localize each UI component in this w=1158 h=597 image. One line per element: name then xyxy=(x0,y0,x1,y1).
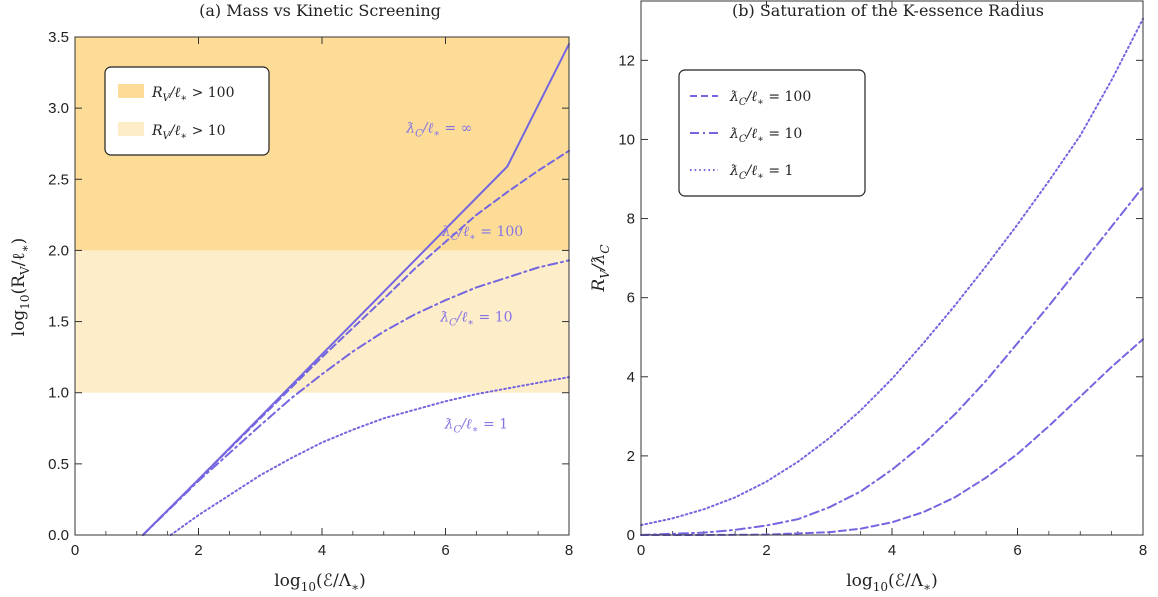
y-tick-label: 2.5 xyxy=(48,171,69,188)
series-line-dashdot xyxy=(640,185,1144,536)
panel-a-legend-box xyxy=(104,66,270,156)
y-tick-label: 4 xyxy=(627,369,635,386)
panel-a-frame xyxy=(74,36,570,536)
x-tick-label: 4 xyxy=(318,542,326,559)
panel-a-xlabel: log10(ℰ/Λ∗) xyxy=(274,571,366,594)
x-tick-label: 8 xyxy=(565,542,573,559)
y-tick-label: 0.5 xyxy=(48,456,69,473)
y-tick-label: 6 xyxy=(627,290,635,307)
x-tick-label: 4 xyxy=(888,542,896,559)
panel-b: (b) Saturation of the K-essence Radius 0… xyxy=(589,0,1147,594)
legend-label-band-10: RV/ℓ∗ > 10 xyxy=(151,123,226,142)
legend-swatch-band-10 xyxy=(118,122,144,136)
x-tick-label: 2 xyxy=(762,542,770,559)
series-line-dashed xyxy=(640,338,1144,536)
y-tick-label: 3.0 xyxy=(48,100,69,117)
y-tick-label: 8 xyxy=(627,211,635,228)
series-line-dashdot xyxy=(141,259,570,536)
panel-b-xlabel: log10(ℰ/Λ∗) xyxy=(846,571,938,594)
curve-annotation-3: ƛC/ℓ∗ = 1 xyxy=(444,416,508,435)
series-line-dotted xyxy=(640,17,1144,527)
y-tick-label: 1.0 xyxy=(48,385,69,402)
curve-annotation-0: ƛC/ℓ∗ = ∞ xyxy=(405,120,472,139)
y-tick-label: 0 xyxy=(627,527,635,544)
panel-b-ylabel: RV/ƛC xyxy=(589,244,612,292)
x-tick-label: 2 xyxy=(194,542,202,559)
series-line-dashed xyxy=(141,149,570,536)
panel-b-legend: ƛC/ℓ∗ = 100 ƛC/ℓ∗ = 10 ƛC/ℓ∗ = 1 xyxy=(678,69,866,197)
x-tick-label: 6 xyxy=(1013,542,1021,559)
x-tick-label: 0 xyxy=(637,542,645,559)
legend-label-band-100: RV/ℓ∗ > 100 xyxy=(151,85,235,104)
y-tick-label: 2 xyxy=(627,448,635,465)
legend-label-dashdot: ƛC/ℓ∗ = 10 xyxy=(729,126,802,145)
y-tick-label: 1.5 xyxy=(48,314,69,331)
y-tick-label: 0.0 xyxy=(48,527,69,544)
y-tick-label: 3.5 xyxy=(48,29,69,46)
panel-a-ylabel: log10(RV/ℓ∗) xyxy=(9,238,32,337)
x-tick-label: 6 xyxy=(441,542,449,559)
legend-swatch-band-100 xyxy=(118,84,144,98)
y-tick-label: 10 xyxy=(618,131,635,148)
series-line-dotted xyxy=(169,376,570,536)
panel-a-title: (a) Mass vs Kinetic Screening xyxy=(199,1,441,20)
x-tick-label: 8 xyxy=(1139,542,1147,559)
y-tick-label: 12 xyxy=(618,52,635,69)
shaded-band-1 xyxy=(75,250,569,393)
panel-b-frame xyxy=(640,0,1144,536)
x-tick-label: 0 xyxy=(71,542,79,559)
curve-annotation-2: ƛC/ℓ∗ = 10 xyxy=(439,310,512,329)
panel-b-legend-box xyxy=(678,69,866,197)
legend-label-dotted: ƛC/ℓ∗ = 1 xyxy=(729,163,793,182)
panel-a: (a) Mass vs Kinetic Screening 0 2 4 6 8 0.0 0.… xyxy=(9,1,573,594)
y-tick-label: 2.0 xyxy=(48,242,69,259)
curve-annotation-1: ƛC/ℓ∗ = 100 xyxy=(441,224,523,243)
legend-label-dashed: ƛC/ℓ∗ = 100 xyxy=(729,89,811,108)
panel-b-title: (b) Saturation of the K-essence Radius xyxy=(732,1,1044,20)
panel-a-legend: RV/ℓ∗ > 100 RV/ℓ∗ > 10 xyxy=(104,66,270,156)
